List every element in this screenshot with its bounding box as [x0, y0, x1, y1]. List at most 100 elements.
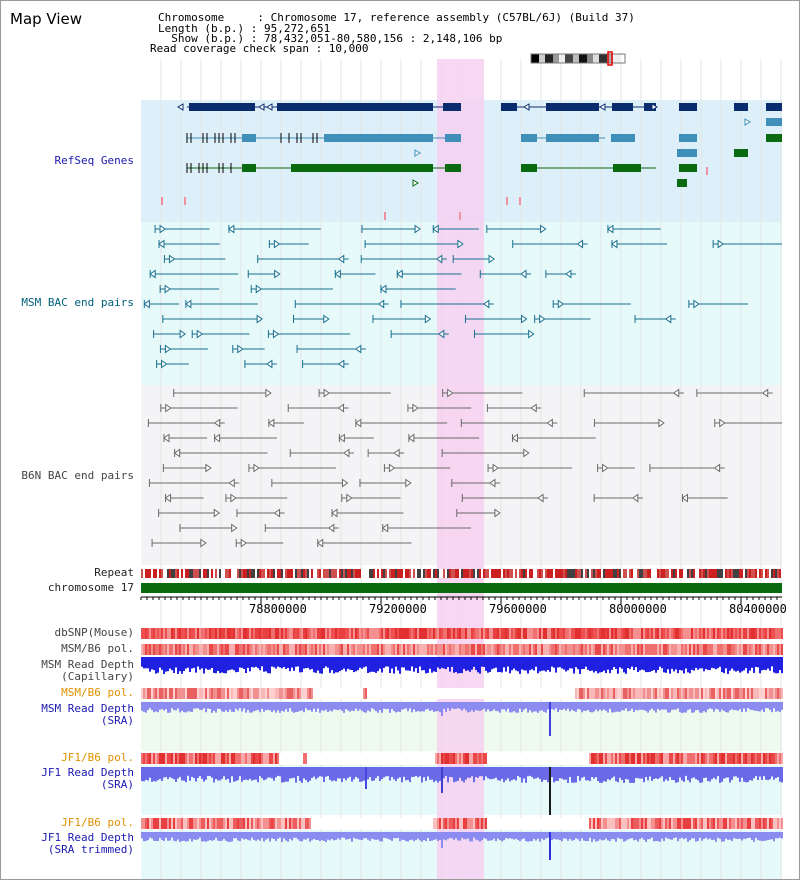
msm-pol2-heat [723, 688, 725, 699]
dbsnp-heat [777, 628, 779, 639]
repeat-mark [645, 569, 647, 578]
msm-pol2-heat [601, 688, 603, 699]
jf1-pol-heat [587, 753, 589, 764]
msm-pol-heat [363, 644, 365, 655]
dbsnp-heat [697, 628, 699, 639]
repeat-mark [617, 569, 619, 578]
msm-pol2-heat [501, 688, 503, 699]
jf1-pol-heat [565, 753, 567, 764]
repeat-mark [725, 569, 727, 578]
jf1-pol2-heat [181, 818, 183, 829]
msm-pol2-heat [379, 688, 381, 699]
msm-depth-cap [721, 657, 723, 673]
jf1-pol2-heat [491, 818, 493, 829]
repeat-mark [215, 569, 217, 578]
msm-pol-heat [399, 644, 401, 655]
msm-depth-sra [439, 702, 441, 713]
repeat-mark [465, 569, 467, 578]
jf1-pol2-heat [707, 818, 709, 829]
dbsnp-heat [269, 628, 271, 639]
msm-pol2-heat [579, 688, 581, 699]
msm-depth-cap [263, 657, 265, 672]
dbsnp-heat [249, 628, 251, 639]
msm-pol2-heat [245, 688, 247, 699]
dbsnp-heat [213, 628, 215, 639]
jf1-pol2-heat [351, 818, 353, 829]
jf1-depth-trim [325, 832, 327, 842]
jf1-depth-trim [155, 832, 157, 842]
jf1-pol2-heat [613, 818, 615, 829]
jf1-pol2-heat [745, 818, 747, 829]
msm-pol-heat [707, 644, 709, 655]
jf1-depth-sra [223, 767, 225, 777]
feature-arrow [488, 254, 495, 264]
jf1-pol2-heat [301, 818, 303, 829]
msm-depth-sra [231, 702, 233, 712]
msm-pol2-heat [513, 688, 515, 699]
jf1-pol-heat [297, 753, 299, 764]
msm-pol-heat [183, 644, 185, 655]
msm-depth-cap [485, 657, 487, 671]
jf1-pol-heat [645, 753, 647, 764]
msm-depth-cap [549, 657, 551, 672]
repeat-mark [655, 569, 657, 578]
dbsnp-heat [491, 628, 493, 639]
msm-depth-cap [279, 657, 281, 668]
repeat-mark [329, 569, 331, 578]
msm-pol-heat [229, 644, 231, 655]
jf1-depth-sra [761, 767, 763, 780]
repeat-mark [183, 569, 185, 578]
jf1-pol2-heat [609, 818, 611, 829]
jf1-depth-sra [517, 767, 519, 777]
msm-depth-sra [207, 702, 209, 709]
jf1-depth-sra [313, 767, 315, 777]
repeat-mark [341, 569, 343, 578]
msm-pol2-heat [769, 688, 771, 699]
msm-depth-cap [285, 657, 287, 670]
feature-arrow [266, 103, 273, 111]
msm-pol-heat [219, 644, 221, 655]
jf1-pol-heat [399, 753, 401, 764]
feature-arrow [255, 284, 263, 294]
jf1-depth-sra [773, 767, 775, 780]
jf1-pol-heat [637, 753, 639, 764]
dbsnp-heat [613, 628, 615, 639]
dbsnp-heat [149, 628, 151, 639]
msm-pol-heat [777, 644, 779, 655]
dbsnp-heat [373, 628, 375, 639]
track-label-msm-depth-capillary: MSM Read Depth (Capillary) [41, 658, 134, 683]
msm-depth-cap [769, 657, 771, 671]
jf1-depth-trim [603, 832, 605, 841]
msm-depth-sra [503, 702, 505, 710]
msm-pol-heat [321, 644, 323, 655]
msm-pol2-heat [163, 688, 165, 699]
msm-depth-sra [539, 702, 541, 711]
dbsnp-heat [223, 628, 225, 639]
repeat-mark [603, 569, 605, 578]
jf1-pol2-heat [447, 818, 449, 829]
msm-pol2-heat [659, 688, 661, 699]
msm-depth-cap [545, 657, 547, 672]
feature-arrow [343, 448, 350, 458]
jf1-depth-trim [751, 832, 753, 841]
jf1-pol2-heat [507, 818, 509, 829]
msm-depth-cap [619, 657, 621, 668]
msm-pol-heat [641, 644, 643, 655]
jf1-pol-heat [595, 753, 597, 764]
jf1-pol-heat [563, 753, 565, 764]
msm-depth-cap [257, 657, 259, 669]
msm-depth-sra [197, 702, 199, 709]
jf1-pol-heat [453, 753, 455, 764]
msm-depth-cap [579, 657, 581, 674]
dbsnp-heat [499, 628, 501, 639]
dbsnp-heat [509, 628, 511, 639]
jf1-depth-sra [619, 767, 621, 778]
jf1-pol-heat [537, 753, 539, 764]
jf1-pol-heat [719, 753, 721, 764]
jf1-pol2-heat [341, 818, 343, 829]
jf1-pol-heat [357, 753, 359, 764]
jf1-pol2-heat [155, 818, 157, 829]
jf1-pol-heat [203, 753, 205, 764]
jf1-pol-heat [321, 753, 323, 764]
